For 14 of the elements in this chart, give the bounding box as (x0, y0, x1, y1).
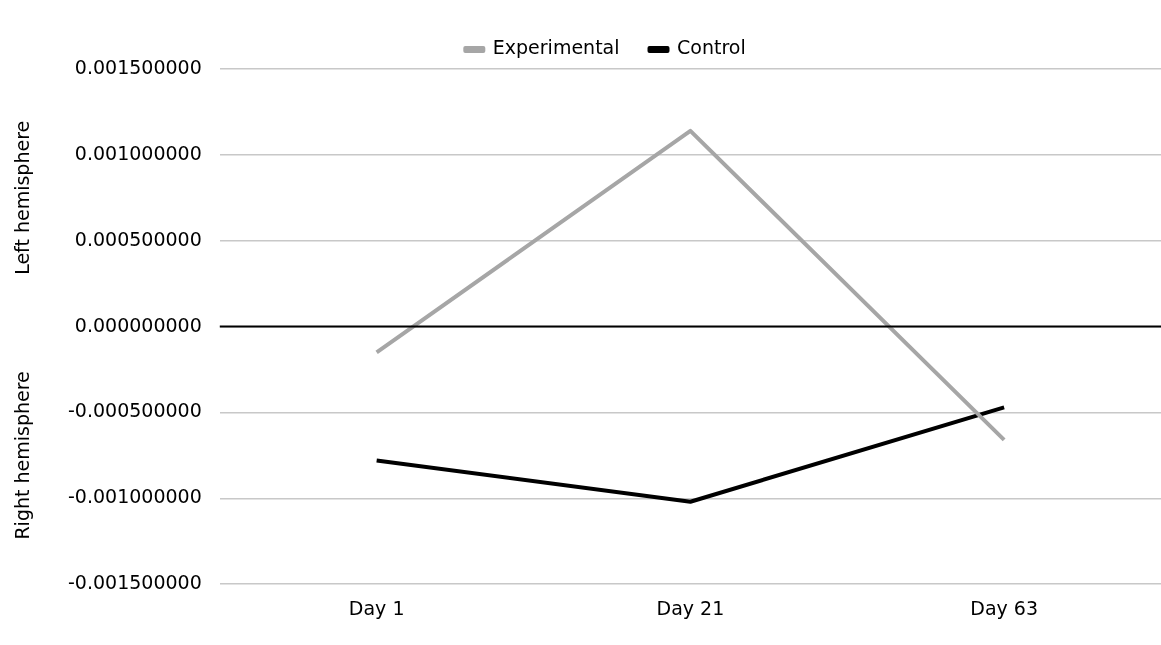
legend-label: Control (677, 36, 746, 59)
x-tick-label: Day 21 (656, 596, 725, 619)
text: Left hemisphere (10, 120, 33, 275)
legend-label: Experimental (492, 36, 620, 59)
y-tick-label: 0.001000000 (74, 141, 202, 164)
y-tick-label: 0.000500000 (74, 227, 202, 250)
y-tick-label: 0.001500000 (74, 55, 202, 78)
y-tick-label: 0.000000000 (74, 313, 202, 336)
x-tick-label: Day 63 (970, 596, 1038, 619)
y-tick-label: -0.001500000 (68, 571, 202, 594)
text: Right hemisphere (10, 371, 33, 540)
y-tick-label: -0.000500000 (68, 399, 202, 422)
x-tick-label: Day 1 (348, 596, 405, 619)
y-tick-label: -0.001000000 (68, 485, 202, 508)
